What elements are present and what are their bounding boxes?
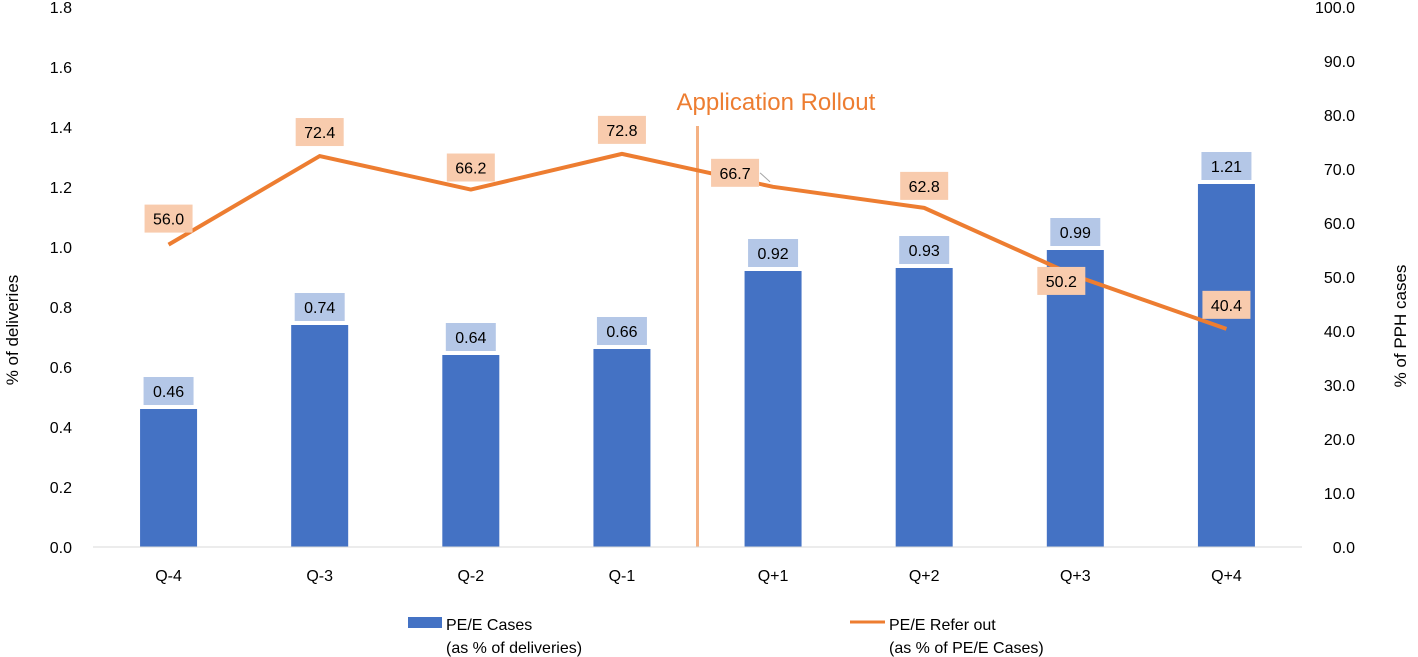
bar bbox=[442, 355, 500, 547]
x-axis-tick: Q+1 bbox=[758, 568, 789, 585]
bar-label-bg bbox=[748, 239, 799, 267]
x-axis-tick: Q-1 bbox=[609, 568, 636, 585]
bar-label: 0.64 bbox=[455, 330, 486, 347]
line-label-bg bbox=[597, 115, 646, 144]
line-label: 66.7 bbox=[719, 166, 750, 183]
bar-label: 0.99 bbox=[1060, 225, 1091, 242]
left-axis-tick: 0.2 bbox=[50, 480, 72, 497]
right-axis-title: % of PPH cases bbox=[1391, 265, 1410, 388]
line-labels-layer: 56.0 72.4 66.2 72.8 66.7 62.8 50.2 40.4 bbox=[144, 115, 1251, 319]
right-axis-tick: 40.0 bbox=[1324, 324, 1355, 341]
rollout-annotation: Application Rollout bbox=[677, 89, 876, 116]
legend-bar-name-line2: (as % of deliveries) bbox=[446, 640, 582, 657]
right-axis-tick: 30.0 bbox=[1324, 378, 1355, 395]
x-axis-tick: Q+4 bbox=[1211, 568, 1242, 585]
legend-line-name: PE/E Refer out bbox=[889, 617, 996, 634]
line-label-bg bbox=[446, 153, 495, 182]
bar bbox=[744, 271, 802, 547]
line-label: 72.4 bbox=[304, 125, 335, 142]
line-label: 50.2 bbox=[1046, 274, 1077, 291]
bar-labels-layer: 0.46 0.74 0.64 0.66 0.92 0.93 0.99 1.21 bbox=[143, 152, 1252, 405]
line-series-path bbox=[167, 151, 1228, 331]
bar bbox=[291, 325, 349, 547]
left-axis-tick: 0.8 bbox=[50, 300, 72, 317]
x-axis-tick: Q-4 bbox=[155, 568, 182, 585]
bar bbox=[593, 349, 651, 547]
line-label: 40.4 bbox=[1211, 298, 1242, 315]
bar-label: 1.21 bbox=[1211, 159, 1242, 176]
legend-bar-name: PE/E Cases bbox=[446, 617, 532, 634]
bar bbox=[895, 268, 953, 547]
right-axis-tick: 80.0 bbox=[1324, 108, 1355, 125]
bar-label-bg bbox=[1050, 218, 1101, 246]
line-label-leader bbox=[759, 172, 771, 183]
bar-label-bg bbox=[294, 293, 345, 321]
left-axis-tick: 1.4 bbox=[50, 120, 72, 137]
left-axis-tick: 1.2 bbox=[50, 180, 72, 197]
rollout-marker: Application Rollout bbox=[677, 89, 876, 547]
bar-label: 0.92 bbox=[757, 246, 788, 263]
line-label: 72.8 bbox=[606, 123, 637, 140]
bar-label-bg bbox=[143, 377, 194, 405]
right-axis-tick: 90.0 bbox=[1324, 54, 1355, 71]
left-axis-tick: 0.0 bbox=[50, 540, 72, 557]
bar-label-bg bbox=[899, 236, 950, 264]
legend-item-line: PE/E Refer out (as % of PE/E Cases) bbox=[850, 617, 1044, 657]
bar-label-bg bbox=[445, 323, 496, 351]
right-axis-ticks: 0.0 10.0 20.0 30.0 40.0 50.0 60.0 70.0 80.0 90.0 1… bbox=[1315, 0, 1355, 557]
x-axis-tick: Q+3 bbox=[1060, 568, 1091, 585]
bar-label-bg bbox=[596, 317, 647, 345]
right-axis-tick: 50.0 bbox=[1324, 270, 1355, 287]
bar-label: 0.74 bbox=[304, 300, 335, 317]
line-label-bg bbox=[144, 204, 193, 233]
x-axis-tick: Q-2 bbox=[457, 568, 484, 585]
line-label-bg bbox=[295, 118, 344, 147]
bar-label: 0.93 bbox=[909, 243, 940, 260]
right-axis-tick: 60.0 bbox=[1324, 216, 1355, 233]
bar-label: 0.66 bbox=[606, 324, 637, 341]
left-axis-title: % of deliveries bbox=[3, 275, 22, 386]
line-label-bg bbox=[900, 171, 949, 200]
x-axis-ticks: Q-4 Q-3 Q-2 Q-1 Q+1 Q+2 Q+3 Q+4 bbox=[155, 568, 1242, 585]
x-axis-tick: Q+2 bbox=[909, 568, 940, 585]
bar bbox=[1197, 184, 1255, 547]
left-axis-tick: 1.8 bbox=[50, 0, 72, 17]
left-axis-ticks: 0.0 0.2 0.4 0.6 0.8 1.0 1.2 1.4 1.6 1.8 bbox=[50, 0, 72, 557]
legend-line-name-line2: (as % of PE/E Cases) bbox=[889, 640, 1044, 657]
bar bbox=[1046, 250, 1104, 547]
right-axis-tick: 100.0 bbox=[1315, 0, 1355, 17]
line-layer bbox=[167, 151, 1228, 331]
left-axis-tick: 0.6 bbox=[50, 360, 72, 377]
line-label-bg bbox=[1037, 266, 1086, 295]
right-axis-tick: 10.0 bbox=[1324, 486, 1355, 503]
legend-bar-swatch bbox=[408, 617, 442, 628]
left-axis-tick: 1.6 bbox=[50, 60, 72, 77]
line-label: 56.0 bbox=[153, 212, 184, 229]
right-axis-tick: 70.0 bbox=[1324, 162, 1355, 179]
legend: PE/E Cases (as % of deliveries) PE/E Ref… bbox=[408, 617, 1044, 657]
bar-label-bg bbox=[1201, 152, 1252, 180]
line-label-bg bbox=[1202, 290, 1251, 319]
line-label: 62.8 bbox=[909, 179, 940, 196]
line-label: 66.2 bbox=[455, 161, 486, 178]
right-axis-tick: 0.0 bbox=[1333, 540, 1355, 557]
line-label-bg bbox=[711, 158, 760, 187]
legend-item-bars: PE/E Cases (as % of deliveries) bbox=[408, 617, 582, 657]
left-axis-tick: 0.4 bbox=[50, 420, 72, 437]
bars-layer bbox=[140, 184, 1255, 547]
left-axis-tick: 1.0 bbox=[50, 240, 72, 257]
right-axis-tick: 20.0 bbox=[1324, 432, 1355, 449]
x-axis-tick: Q-3 bbox=[306, 568, 333, 585]
bar bbox=[140, 409, 198, 547]
bar-label: 0.46 bbox=[153, 384, 184, 401]
